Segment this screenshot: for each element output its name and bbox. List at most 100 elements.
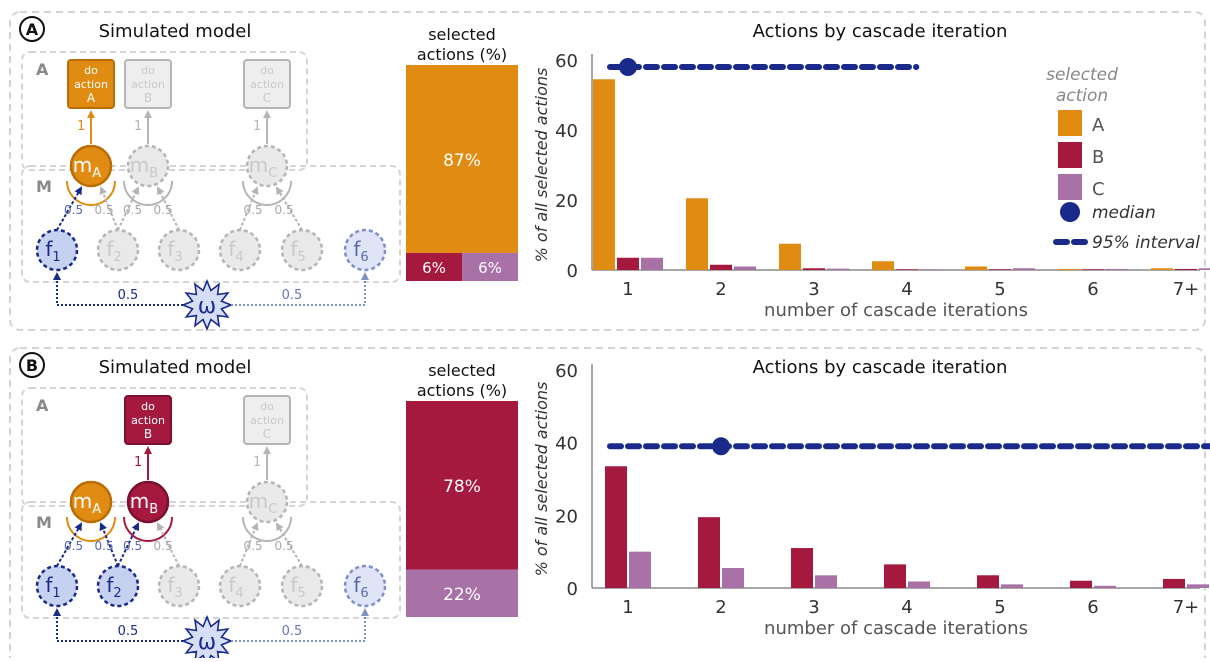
bar (1106, 268, 1128, 270)
feature-node-1-circle (35, 228, 79, 272)
bar (686, 198, 708, 270)
feature-node-4: f4 (218, 228, 262, 272)
bar (1094, 585, 1116, 588)
panel-label-circle (19, 352, 45, 378)
bar (815, 575, 837, 588)
bar (1013, 268, 1035, 270)
x-tick-label: 6 (1087, 279, 1098, 300)
feature-node-4-label: f4 (228, 237, 243, 265)
x-tick-label: 6 (1087, 597, 1098, 618)
weight-label: 1 (253, 455, 261, 470)
feature-node-2: f2 (96, 564, 140, 608)
arrow-feature-to-motor (239, 186, 259, 231)
x-tick-label: 5 (994, 597, 1005, 618)
omega-weight-right: 0.5 (282, 624, 303, 639)
panel-label-circle (19, 16, 45, 42)
stack-label: 87% (443, 151, 481, 171)
bar (605, 466, 627, 588)
legend-median-marker (1060, 202, 1080, 222)
chart-title: Actions by cascade iteration (753, 21, 1008, 42)
weight-label: 0.5 (64, 203, 83, 217)
bar (1151, 268, 1173, 270)
action-box-b-box (124, 59, 172, 109)
bar (1163, 578, 1185, 588)
weight-label: 0.5 (95, 539, 114, 553)
motor-node-a-circle (69, 144, 113, 188)
stack-label: 6% (478, 259, 502, 277)
layer-m-label: M (36, 177, 52, 196)
feature-node-4-circle (218, 228, 262, 272)
x-axis-label: number of cascade iterations (764, 618, 1028, 639)
action-box-b-line3: B (144, 427, 152, 441)
omega-weight-right: 0.5 (282, 288, 303, 303)
arrow-feature-to-motor (157, 522, 180, 567)
y-tick-label: 60 (555, 51, 578, 72)
motor-node-c-circle (245, 480, 289, 524)
arrow-feature-to-motor (275, 522, 303, 567)
bar (710, 264, 732, 270)
weight-label: 1 (134, 455, 142, 470)
feature-node-2: f2 (96, 228, 140, 272)
layer-m-frame (21, 165, 401, 283)
arrow-feature-to-motor (56, 522, 82, 567)
omega-link-left (53, 608, 183, 642)
chart-title: Actions by cascade iteration (753, 357, 1008, 378)
x-tick-label: 3 (808, 597, 819, 618)
action-box-a-line1: do (84, 64, 98, 77)
motor-node-c: mC (245, 144, 289, 188)
bar (791, 548, 813, 588)
motor-cup (123, 180, 173, 206)
motor-node-a-label: mA (73, 153, 101, 181)
weight-label: 1 (77, 119, 85, 134)
stack-segment (462, 252, 518, 281)
legend-label: B (1092, 147, 1104, 168)
omega-link-right (231, 608, 369, 642)
motor-node-b-label: mB (130, 489, 158, 517)
weight-label: 0.5 (244, 203, 263, 217)
arrow-feature-to-motor (275, 186, 303, 231)
action-box-c-line3: C (263, 91, 271, 105)
feature-node-2-label: f2 (106, 573, 121, 601)
action-box-c-line1: do (260, 64, 274, 77)
stack-label: 78% (443, 477, 481, 497)
feature-node-2-label: f2 (106, 237, 121, 265)
median-marker (712, 437, 730, 456)
feature-node-1: f1 (35, 228, 79, 272)
bar (779, 243, 801, 270)
bar (1187, 584, 1209, 588)
x-tick-label: 3 (808, 279, 819, 300)
x-tick-label: 2 (715, 597, 726, 618)
selected-title-line2: actions (%) (417, 381, 507, 400)
weight-label: 0.5 (123, 203, 142, 217)
stack-segment (406, 252, 462, 281)
bar (965, 266, 987, 270)
motor-node-c-circle (245, 144, 289, 188)
model-title: Simulated model (99, 357, 252, 378)
bar (1199, 268, 1210, 270)
median-marker (619, 58, 637, 76)
y-tick-label: 20 (555, 191, 578, 212)
feature-node-6: f6 (343, 228, 387, 272)
feature-node-6: f6 (343, 564, 387, 608)
motor-node-b-circle (126, 480, 170, 524)
weight-label: 0.5 (275, 203, 294, 217)
y-tick-label: 0 (567, 261, 578, 282)
feature-node-1-label: f1 (45, 573, 60, 601)
feature-node-5-circle (280, 228, 324, 272)
feature-node-4: f4 (218, 564, 262, 608)
y-tick-label: 20 (555, 506, 578, 527)
feature-node-3: f3 (157, 228, 201, 272)
panel-b: B Simulated modelAMdoactionB1doactionC1mA… (9, 347, 1210, 662)
action-box-c-line2: action (250, 78, 284, 91)
feature-node-6-label: f6 (353, 237, 368, 265)
motor-node-c-label: mC (249, 489, 278, 517)
legend-median-label: median (1092, 203, 1156, 223)
selected-title-line2: actions (%) (417, 45, 507, 64)
action-box-a-line3: A (87, 91, 96, 105)
arrow-feature-to-motor (56, 186, 82, 231)
action-box-a-line2: action (74, 78, 108, 91)
